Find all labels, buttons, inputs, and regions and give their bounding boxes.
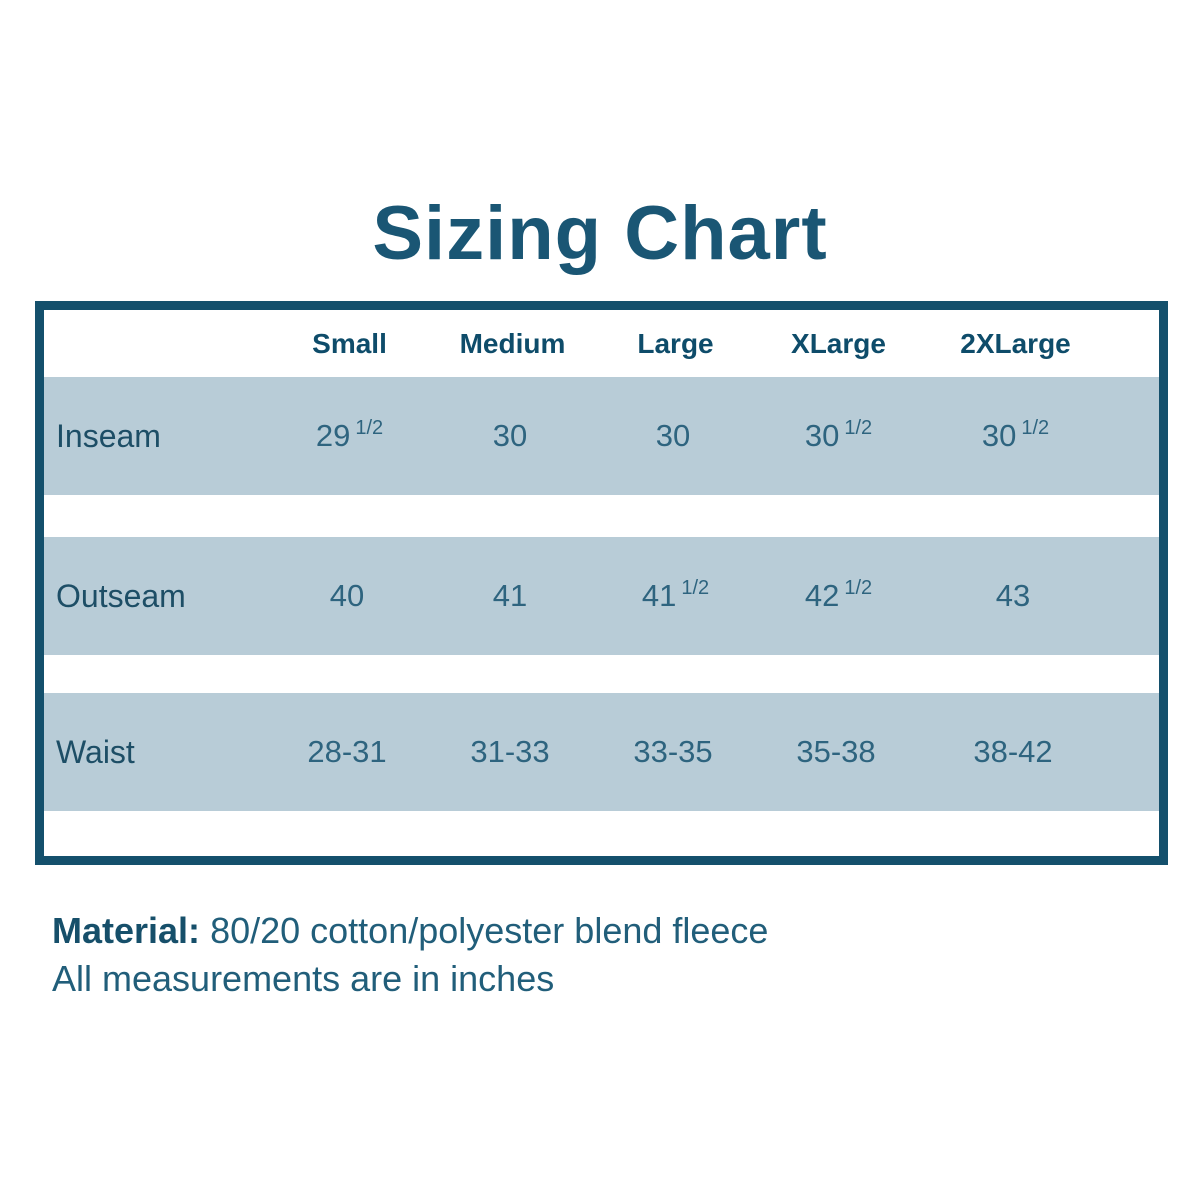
inseam-large-value: 30 bbox=[655, 418, 691, 454]
table-row-waist: Waist 28-31 31-33 33-35 35-38 38-42 bbox=[44, 693, 1159, 812]
spacer-row bbox=[44, 495, 1159, 538]
outseam-2xlarge-value: 43 bbox=[995, 578, 1031, 614]
waist-medium-value: 31-33 bbox=[470, 734, 550, 770]
spacer-cell bbox=[44, 495, 1159, 537]
table-row-outseam: Outseam 40 41 41 1/2 42 1/2 43 bbox=[44, 537, 1159, 656]
column-header-xlarge: XLarge bbox=[791, 327, 886, 359]
column-header-large: Large bbox=[637, 327, 714, 359]
inseam-small-value: 29 1/2 bbox=[315, 417, 384, 454]
outseam-xlarge-value: 42 1/2 bbox=[804, 577, 873, 614]
page-title: Sizing Chart bbox=[372, 191, 828, 276]
spacer-cell bbox=[44, 811, 1159, 856]
outseam-small-value: 40 bbox=[329, 578, 365, 614]
waist-large-value: 33-35 bbox=[633, 734, 713, 770]
spacer-cell bbox=[44, 655, 1159, 693]
outseam-medium-value: 41 bbox=[492, 578, 528, 614]
footer-notes: Material: 80/20 cotton/polyester blend f… bbox=[52, 907, 1200, 1003]
row-label-outseam: Outseam bbox=[56, 577, 186, 614]
column-header-small: Small bbox=[312, 327, 387, 359]
waist-xlarge-value: 35-38 bbox=[796, 734, 876, 770]
inseam-medium-value: 30 bbox=[492, 418, 528, 454]
outseam-large-value: 41 1/2 bbox=[641, 577, 710, 614]
inseam-2xlarge-value: 30 1/2 bbox=[981, 417, 1050, 454]
row-label-inseam: Inseam bbox=[56, 417, 161, 454]
measurements-note: All measurements are in inches bbox=[52, 958, 555, 1000]
column-header-medium: Medium bbox=[459, 327, 566, 359]
table-row-inseam: Inseam 29 1/2 30 30 30 1/2 30 1/2 bbox=[44, 377, 1159, 496]
sizing-table: Small Medium Large XLarge 2XLarge Inseam… bbox=[35, 301, 1168, 866]
waist-2xlarge-value: 38-42 bbox=[973, 734, 1053, 770]
material-value: 80/20 cotton/polyester blend fleece bbox=[210, 910, 769, 952]
inseam-xlarge-value: 30 1/2 bbox=[804, 417, 873, 454]
spacer-row bbox=[44, 811, 1159, 857]
material-label: Material: bbox=[52, 910, 201, 952]
size-header-row: Small Medium Large XLarge 2XLarge bbox=[44, 310, 1159, 378]
spacer-row bbox=[44, 655, 1159, 694]
material-line: Material: 80/20 cotton/polyester blend f… bbox=[52, 907, 1200, 955]
column-header-2xlarge: 2XLarge bbox=[960, 327, 1071, 359]
row-label-waist: Waist bbox=[56, 733, 135, 770]
header-empty-cell bbox=[44, 310, 268, 377]
waist-small-value: 28-31 bbox=[307, 734, 387, 770]
